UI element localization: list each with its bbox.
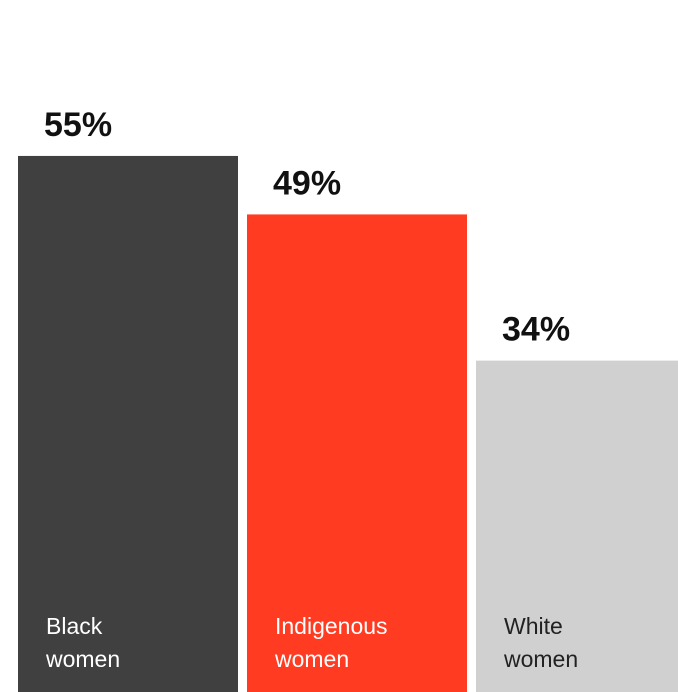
- category-label-line: Black: [46, 613, 103, 639]
- category-label-indigenous-women: Indigenous women: [274, 613, 388, 672]
- category-label-line: women: [45, 646, 120, 672]
- category-label-line: Indigenous: [275, 613, 388, 639]
- value-label-indigenous-women: 49%: [273, 164, 341, 202]
- bar-indigenous-women: [247, 214, 467, 692]
- bars-layer: [18, 155, 678, 692]
- category-label-white-women: White women: [503, 613, 578, 672]
- category-label-line: White: [504, 613, 563, 639]
- bar-black-women: [18, 155, 238, 692]
- bar-white-women: [476, 360, 678, 692]
- category-label-line: women: [503, 646, 578, 672]
- category-label-black-women: Black women: [45, 613, 120, 672]
- value-label-black-women: 55%: [44, 106, 112, 144]
- labels-layer: 55% Black women 49% Indigenous women 34% White w…: [44, 106, 578, 672]
- value-label-white-women: 34%: [502, 311, 570, 349]
- category-label-line: women: [274, 646, 349, 672]
